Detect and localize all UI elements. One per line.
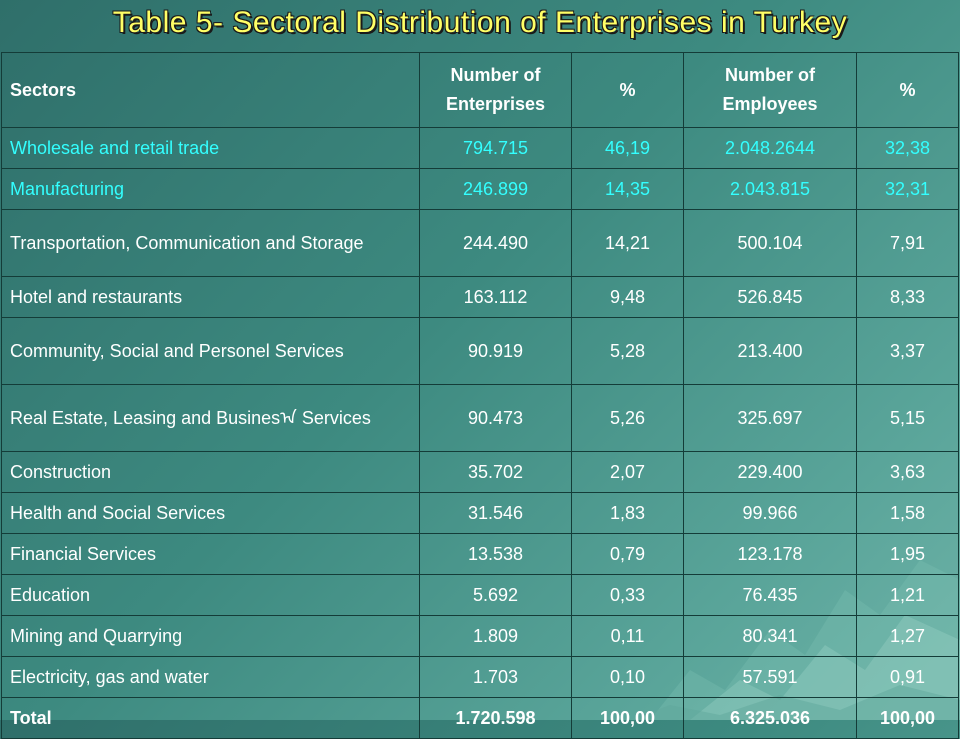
sector-name: Construction bbox=[1, 451, 420, 493]
enterprise-count: 13.538 bbox=[419, 533, 572, 575]
table-row: Real Estate, Leasing and Businesᠠ Servic… bbox=[1, 384, 959, 452]
employee-percent: 1,58 bbox=[856, 492, 959, 534]
enterprise-percent: 5,26 bbox=[571, 384, 684, 452]
sector-name: Electricity, gas and water bbox=[1, 656, 420, 698]
enterprise-count: 244.490 bbox=[419, 209, 572, 277]
table-row: Mining and Quarrying 1.809 0,11 80.341 1… bbox=[1, 615, 959, 657]
header-employees-percent: % bbox=[856, 52, 959, 128]
table-header-row: Sectors Number of Enterprises % Number o… bbox=[1, 52, 959, 128]
sector-name: Hotel and restaurants bbox=[1, 276, 420, 318]
employee-percent: 3,37 bbox=[856, 317, 959, 385]
sector-name: Community, Social and Personel Services bbox=[1, 317, 420, 385]
sector-name: Real Estate, Leasing and Businesᠠ Servic… bbox=[1, 384, 420, 452]
employee-percent: 7,91 bbox=[856, 209, 959, 277]
enterprise-count: 1.809 bbox=[419, 615, 572, 657]
employee-count: 229.400 bbox=[683, 451, 857, 493]
sector-name: Wholesale and retail trade bbox=[1, 127, 420, 169]
header-number-of-enterprises: Number of Enterprises bbox=[419, 52, 572, 128]
sector-name: Financial Services bbox=[1, 533, 420, 575]
employee-count: 80.341 bbox=[683, 615, 857, 657]
table-row: Transportation, Communication and Storag… bbox=[1, 209, 959, 277]
enterprise-count: 35.702 bbox=[419, 451, 572, 493]
table-row: Construction 35.702 2,07 229.400 3,63 bbox=[1, 451, 959, 493]
enterprise-percent: 14,35 bbox=[571, 168, 684, 210]
employee-count: 123.178 bbox=[683, 533, 857, 575]
enterprise-percent: 46,19 bbox=[571, 127, 684, 169]
table-row: Education 5.692 0,33 76.435 1,21 bbox=[1, 574, 959, 616]
sector-name: Manufacturing bbox=[1, 168, 420, 210]
enterprise-percent: 1,83 bbox=[571, 492, 684, 534]
employee-percent: 1,27 bbox=[856, 615, 959, 657]
sector-name: Education bbox=[1, 574, 420, 616]
table-total-row: Total 1.720.598 100,00 6.325.036 100,00 bbox=[1, 697, 959, 739]
sector-name: Transportation, Communication and Storag… bbox=[1, 209, 420, 277]
total-employee-count: 6.325.036 bbox=[683, 697, 857, 739]
employee-count: 500.104 bbox=[683, 209, 857, 277]
enterprise-percent: 0,79 bbox=[571, 533, 684, 575]
table-row: Health and Social Services 31.546 1,83 9… bbox=[1, 492, 959, 534]
enterprise-count: 90.473 bbox=[419, 384, 572, 452]
employee-count: 99.966 bbox=[683, 492, 857, 534]
enterprise-count: 5.692 bbox=[419, 574, 572, 616]
employee-count: 526.845 bbox=[683, 276, 857, 318]
employee-percent: 0,91 bbox=[856, 656, 959, 698]
sector-name: Mining and Quarrying bbox=[1, 615, 420, 657]
enterprise-percent: 0,10 bbox=[571, 656, 684, 698]
employee-percent: 1,95 bbox=[856, 533, 959, 575]
total-enterprise-count: 1.720.598 bbox=[419, 697, 572, 739]
employee-count: 2.043.815 bbox=[683, 168, 857, 210]
enterprise-percent: 9,48 bbox=[571, 276, 684, 318]
table-row: Wholesale and retail trade 794.715 46,19… bbox=[1, 127, 959, 169]
enterprise-count: 246.899 bbox=[419, 168, 572, 210]
sector-name: Health and Social Services bbox=[1, 492, 420, 534]
table-row: Financial Services 13.538 0,79 123.178 1… bbox=[1, 533, 959, 575]
table-row: Electricity, gas and water 1.703 0,10 57… bbox=[1, 656, 959, 698]
employee-count: 76.435 bbox=[683, 574, 857, 616]
enterprise-count: 794.715 bbox=[419, 127, 572, 169]
enterprise-percent: 2,07 bbox=[571, 451, 684, 493]
table-row: Hotel and restaurants 163.112 9,48 526.8… bbox=[1, 276, 959, 318]
enterprise-count: 90.919 bbox=[419, 317, 572, 385]
header-sectors: Sectors bbox=[1, 52, 420, 128]
employee-percent: 3,63 bbox=[856, 451, 959, 493]
employee-percent: 1,21 bbox=[856, 574, 959, 616]
header-enterprises-percent: % bbox=[571, 52, 684, 128]
employee-count: 325.697 bbox=[683, 384, 857, 452]
page-title: Table 5- Sectoral Distribution of Enterp… bbox=[112, 6, 848, 39]
employee-percent: 32,38 bbox=[856, 127, 959, 169]
enterprise-percent: 14,21 bbox=[571, 209, 684, 277]
employee-percent: 8,33 bbox=[856, 276, 959, 318]
employee-percent: 5,15 bbox=[856, 384, 959, 452]
header-number-of-employees: Number of Employees bbox=[683, 52, 857, 128]
total-employee-percent: 100,00 bbox=[856, 697, 959, 739]
enterprise-count: 31.546 bbox=[419, 492, 572, 534]
employee-count: 2.048.2644 bbox=[683, 127, 857, 169]
total-enterprise-percent: 100,00 bbox=[571, 697, 684, 739]
enterprise-count: 163.112 bbox=[419, 276, 572, 318]
employee-count: 57.591 bbox=[683, 656, 857, 698]
total-label: Total bbox=[1, 697, 420, 739]
enterprise-percent: 5,28 bbox=[571, 317, 684, 385]
enterprise-percent: 0,33 bbox=[571, 574, 684, 616]
enterprise-count: 1.703 bbox=[419, 656, 572, 698]
employee-percent: 32,31 bbox=[856, 168, 959, 210]
enterprise-percent: 0,11 bbox=[571, 615, 684, 657]
table-row: Community, Social and Personel Services … bbox=[1, 317, 959, 385]
table-row: Manufacturing 246.899 14,35 2.043.815 32… bbox=[1, 168, 959, 210]
sector-distribution-table: Sectors Number of Enterprises % Number o… bbox=[1, 52, 959, 739]
employee-count: 213.400 bbox=[683, 317, 857, 385]
